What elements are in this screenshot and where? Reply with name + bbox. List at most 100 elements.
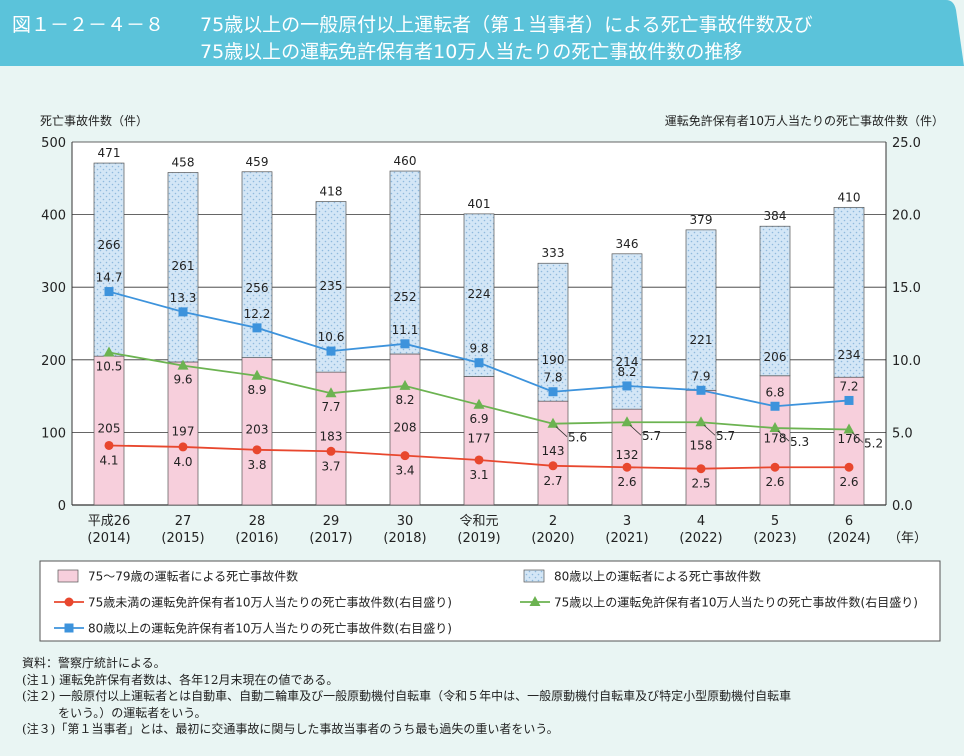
left-tick-label: 400	[41, 209, 66, 224]
bar-label-80-plus: 234	[838, 348, 861, 362]
point-circle	[844, 462, 854, 472]
point-triangle	[621, 416, 633, 427]
left-tick-label: 200	[41, 354, 66, 369]
total-label: 459	[246, 155, 269, 169]
x-tick-label: 平成26	[88, 514, 131, 529]
x-tick-year: (2022)	[679, 531, 722, 546]
total-label: 471	[98, 146, 121, 160]
total-label: 401	[468, 197, 491, 211]
x-tick-year: (2017)	[309, 531, 352, 546]
leader-line	[777, 430, 790, 442]
value-label-75-plus-rate: 7.7	[321, 400, 340, 414]
legend-marker-circle	[64, 597, 74, 607]
note-2: (注２) 一般原付以上運転者とは自動車、自動二輪車及び一般原動機付自転車（令和５…	[22, 689, 792, 703]
note-source: 資料：警察庁統計による。	[22, 656, 166, 670]
title-line-1: 75歳以上の一般原付以上運転者（第１当事者）による死亡事故件数及び	[200, 14, 813, 36]
point-triangle	[103, 346, 115, 357]
value-label-80-plus-rate: 8.2	[617, 365, 636, 379]
value-label-80-plus-rate: 11.1	[392, 323, 419, 337]
bar-75-79	[93, 355, 125, 506]
bar-label-75-79: 178	[764, 431, 787, 445]
title-line-2: 75歳以上の運転免許保有者10万人当たりの死亡事故件数の推移	[200, 41, 743, 63]
total-label: 379	[690, 213, 713, 227]
x-tick-year: (2015)	[161, 531, 204, 546]
leader-line	[851, 432, 864, 443]
value-label-75-plus-rate: 5.7	[642, 429, 661, 443]
point-triangle	[177, 359, 189, 370]
x-tick-label: 2	[549, 514, 557, 529]
right-tick-label: 10.0	[892, 354, 921, 369]
value-label-under-75-rate: 2.6	[617, 475, 636, 489]
point-square	[474, 358, 484, 368]
value-label-75-plus-rate: 6.9	[469, 412, 488, 426]
point-square	[770, 401, 780, 411]
point-triangle	[399, 379, 411, 390]
bar-label-75-79: 177	[468, 432, 491, 446]
point-triangle	[695, 416, 707, 427]
point-circle	[770, 462, 780, 472]
bar-label-80-plus: 252	[394, 290, 417, 304]
value-label-80-plus-rate: 7.9	[691, 369, 710, 383]
point-square	[326, 346, 336, 356]
total-label: 460	[394, 154, 417, 168]
value-label-under-75-rate: 2.6	[765, 475, 784, 489]
legend-label: 80歳以上の運転免許保有者10万人当たりの死亡事故件数(右目盛り)	[88, 621, 452, 636]
right-axis-title: 運転免許保有者10万人当たりの死亡事故件数（件）	[664, 114, 944, 128]
legend-label: 75歳以上の運転免許保有者10万人当たりの死亡事故件数(右目盛り)	[554, 595, 918, 610]
x-tick-label: 5	[771, 514, 779, 529]
value-label-under-75-rate: 4.0	[173, 455, 192, 469]
x-tick-year: (2018)	[383, 531, 426, 546]
value-label-75-plus-rate: 5.2	[864, 436, 883, 450]
point-circle	[474, 455, 484, 465]
bar-75-79	[389, 353, 421, 506]
bar-label-75-79: 143	[542, 444, 565, 458]
bar-75-79	[463, 376, 495, 506]
leader-line	[629, 424, 642, 436]
bar-label-80-plus: 224	[468, 287, 491, 301]
bar-label-75-79: 132	[616, 448, 639, 462]
value-label-80-plus-rate: 10.6	[318, 330, 345, 344]
point-triangle	[473, 398, 485, 409]
bar-label-75-79: 158	[690, 439, 713, 453]
bar-75-79	[685, 389, 717, 506]
value-label-under-75-rate: 3.4	[395, 464, 414, 478]
bar-75-79	[759, 375, 791, 506]
notes: 資料：警察庁統計による。 (注１) 運転免許保有者数は、各年12月末現在の値であ…	[22, 655, 791, 738]
point-square	[548, 387, 558, 397]
value-label-75-plus-rate: 8.9	[247, 383, 266, 397]
left-tick-label: 500	[41, 136, 66, 151]
leader-line	[555, 426, 568, 437]
left-tick-label: 100	[41, 426, 66, 441]
total-label: 458	[172, 155, 195, 169]
legend-swatch	[523, 569, 545, 583]
bar-80-plus	[759, 225, 791, 377]
value-label-80-plus-rate: 12.2	[244, 307, 271, 321]
point-triangle	[547, 417, 559, 428]
total-label: 410	[838, 190, 861, 204]
bar-80-plus	[315, 201, 347, 373]
note-1: (注１) 運転免許保有者数は、各年12月末現在の値である。	[22, 672, 339, 687]
value-label-under-75-rate: 2.5	[691, 477, 710, 491]
x-tick-year: (2019)	[457, 531, 500, 546]
total-label: 384	[764, 209, 787, 223]
bar-label-75-79: 197	[172, 424, 195, 438]
bar-label-80-plus: 221	[690, 333, 713, 347]
legend-marker-triangle	[529, 596, 541, 606]
point-square	[622, 381, 632, 391]
bar-label-80-plus: 256	[246, 281, 269, 295]
left-tick-label: 0	[58, 499, 66, 514]
x-tick-label: 28	[249, 514, 266, 529]
x-tick-label: 令和元	[459, 514, 498, 529]
value-label-75-plus-rate: 9.6	[173, 373, 192, 387]
point-circle	[178, 442, 188, 452]
bar-label-80-plus: 190	[542, 353, 565, 367]
total-label: 418	[320, 185, 343, 199]
value-label-75-plus-rate: 5.7	[716, 429, 735, 443]
point-triangle	[251, 369, 263, 380]
value-label-80-plus-rate: 7.8	[543, 371, 562, 385]
x-tick-year: (2023)	[753, 531, 796, 546]
note-2-cont: をいう。）の運転者をいう。	[22, 705, 207, 720]
bar-80-plus	[463, 213, 495, 377]
bar-label-80-plus: 261	[172, 259, 195, 273]
bar-label-75-79: 208	[394, 420, 417, 434]
